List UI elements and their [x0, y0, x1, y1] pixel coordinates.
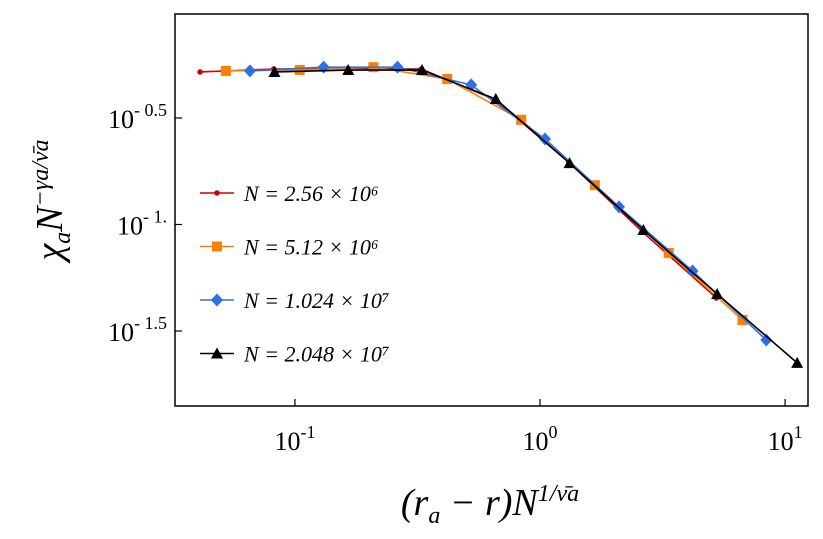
marker — [342, 64, 355, 76]
marker — [294, 65, 305, 76]
marker — [489, 93, 502, 105]
tick-label: 100 — [523, 422, 558, 456]
marker — [791, 356, 804, 368]
series-line — [274, 69, 798, 364]
y-label-part: −γa/ν̄a — [28, 139, 54, 206]
tick-base: 10 — [768, 427, 794, 456]
legend-label: N = 5.12 × 10⁶ — [243, 235, 379, 260]
marker — [563, 157, 576, 169]
legend-marker — [211, 293, 223, 307]
marker — [197, 69, 203, 75]
tick-label: 10- 0.5 — [108, 100, 167, 134]
tick-base: 10 — [108, 318, 134, 347]
tick-label: 10- 1.5 — [108, 313, 167, 347]
x-label-part: a — [428, 503, 440, 529]
y-label-part: χ — [29, 243, 71, 265]
legend-marker — [212, 241, 222, 252]
legend-label: N = 2.048 × 10⁷ — [243, 342, 390, 367]
marker — [711, 287, 724, 299]
marker — [220, 65, 231, 76]
tick-exponent: 0 — [549, 422, 558, 442]
legend-label: N = 1.024 × 10⁷ — [243, 288, 390, 313]
tick-label: 10-1 — [274, 422, 315, 456]
tick-exponent: -1 — [300, 422, 315, 442]
marker — [539, 132, 552, 146]
tick-base: 10 — [108, 105, 134, 134]
x-label-part: − r)N — [440, 482, 540, 524]
marker — [317, 60, 330, 74]
marker — [516, 114, 527, 125]
tick-label: 10- 1. — [117, 206, 167, 240]
x-axis-label: (ra − r)N1/ν̄a — [401, 481, 579, 529]
y-label-part: N — [29, 204, 71, 233]
plot-frame — [174, 13, 809, 407]
y-axis-label: χaN−γa/ν̄a — [28, 139, 76, 264]
marker — [416, 64, 429, 76]
tick-base: 10 — [523, 427, 549, 456]
y-label-part: a — [50, 232, 76, 244]
x-label-part: (r — [401, 482, 429, 524]
legend-marker — [211, 347, 223, 359]
legend-marker — [214, 190, 220, 196]
series-line — [249, 66, 767, 341]
tick-exponent: - 0.5 — [134, 100, 167, 120]
tick-base: 10 — [117, 211, 143, 240]
marker — [760, 333, 773, 347]
marker — [637, 224, 650, 236]
tick-base: 10 — [274, 427, 300, 456]
tick-label: 101 — [768, 422, 803, 456]
tick-exponent: 1 — [794, 422, 803, 442]
marker — [243, 64, 256, 78]
legend-label: N = 2.56 × 10⁶ — [243, 181, 379, 206]
marker — [737, 315, 748, 326]
marker — [268, 65, 281, 77]
x-label-part: 1/ν̄a — [538, 481, 579, 507]
tick-exponent: - 1.5 — [134, 313, 167, 333]
tick-exponent: - 1. — [143, 206, 167, 226]
